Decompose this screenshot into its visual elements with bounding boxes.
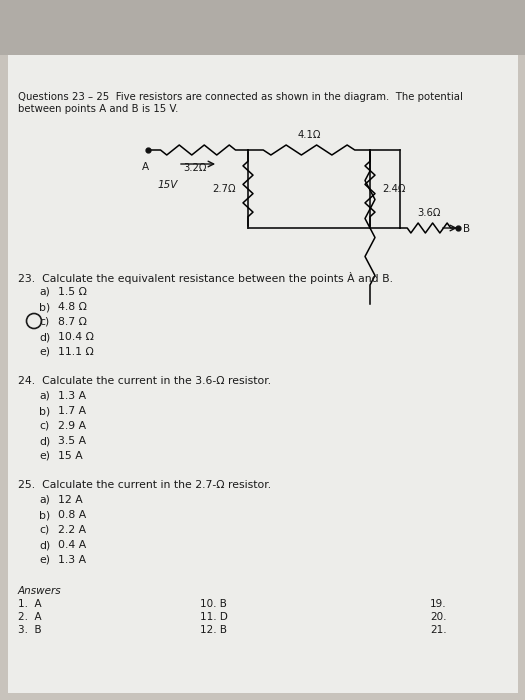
Text: 11. D: 11. D xyxy=(200,612,228,622)
Text: e): e) xyxy=(39,451,50,461)
Text: 2.7Ω: 2.7Ω xyxy=(213,184,236,194)
Text: b): b) xyxy=(39,302,50,312)
Text: 15 A: 15 A xyxy=(58,451,83,461)
Text: b): b) xyxy=(39,510,50,520)
Text: B: B xyxy=(463,224,470,234)
Text: 25.  Calculate the current in the 2.7-Ω resistor.: 25. Calculate the current in the 2.7-Ω r… xyxy=(18,480,271,490)
Text: 2.9 A: 2.9 A xyxy=(58,421,86,431)
Text: e): e) xyxy=(39,347,50,357)
Text: 4.1Ω: 4.1Ω xyxy=(297,130,321,140)
Text: 3.  B: 3. B xyxy=(18,625,41,635)
Text: 12. B: 12. B xyxy=(200,625,227,635)
Text: d): d) xyxy=(39,332,50,342)
Text: 2.2 A: 2.2 A xyxy=(58,525,86,535)
Text: 3.5 A: 3.5 A xyxy=(58,436,86,446)
Text: c): c) xyxy=(39,317,49,327)
Text: e): e) xyxy=(39,555,50,565)
Text: 4.8 Ω: 4.8 Ω xyxy=(58,302,87,312)
Text: 19.: 19. xyxy=(430,599,447,609)
Text: 0.8 A: 0.8 A xyxy=(58,510,86,520)
Text: 12 A: 12 A xyxy=(58,495,83,505)
Text: 8.7 Ω: 8.7 Ω xyxy=(58,317,87,327)
Text: between points A and B is 15 V.: between points A and B is 15 V. xyxy=(18,104,179,114)
Text: A: A xyxy=(141,162,149,172)
Text: a): a) xyxy=(39,391,50,401)
Text: 2.4Ω: 2.4Ω xyxy=(382,184,405,194)
Text: 10.4 Ω: 10.4 Ω xyxy=(58,332,94,342)
Text: 15V: 15V xyxy=(158,180,178,190)
Text: 1.3 A: 1.3 A xyxy=(58,555,86,565)
Text: Answers: Answers xyxy=(18,586,61,596)
Text: 2.  A: 2. A xyxy=(18,612,41,622)
Text: 21.: 21. xyxy=(430,625,447,635)
Text: 0.4 A: 0.4 A xyxy=(58,540,86,550)
Text: Questions 23 – 25  Five resistors are connected as shown in the diagram.  The po: Questions 23 – 25 Five resistors are con… xyxy=(18,92,463,102)
Text: d): d) xyxy=(39,540,50,550)
Text: a): a) xyxy=(39,287,50,297)
Text: 1.3 A: 1.3 A xyxy=(58,391,86,401)
Text: c): c) xyxy=(39,421,49,431)
Text: 1.5 Ω: 1.5 Ω xyxy=(58,287,87,297)
Text: c): c) xyxy=(39,525,49,535)
Text: 1.7 A: 1.7 A xyxy=(58,406,86,416)
Text: 11.1 Ω: 11.1 Ω xyxy=(58,347,94,357)
Text: 10. B: 10. B xyxy=(200,599,227,609)
Bar xyxy=(0,0,525,55)
Text: 3.6Ω: 3.6Ω xyxy=(417,208,440,218)
Text: 23.  Calculate the equivalent resistance between the points À and B.: 23. Calculate the equivalent resistance … xyxy=(18,272,393,284)
Text: 3.2Ω: 3.2Ω xyxy=(183,163,207,173)
Text: 1.  A: 1. A xyxy=(18,599,41,609)
Text: a): a) xyxy=(39,495,50,505)
Text: d): d) xyxy=(39,436,50,446)
Text: b): b) xyxy=(39,406,50,416)
Text: 20.: 20. xyxy=(430,612,446,622)
Text: 24.  Calculate the current in the 3.6-Ω resistor.: 24. Calculate the current in the 3.6-Ω r… xyxy=(18,376,271,386)
